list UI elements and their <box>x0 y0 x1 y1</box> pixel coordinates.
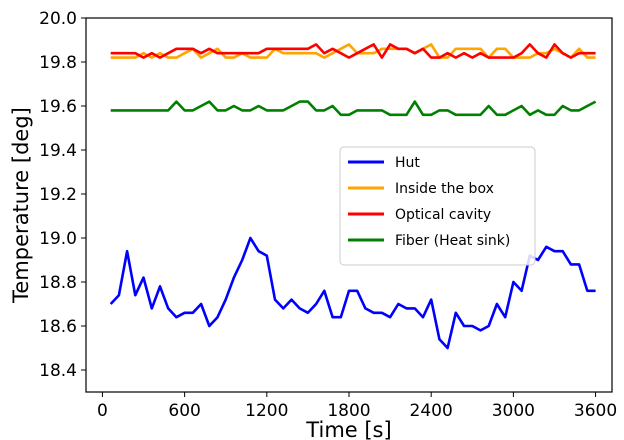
y-tick-label: 19.6 <box>39 97 77 117</box>
series-line-3 <box>110 100 597 117</box>
series-line-2 <box>110 43 596 59</box>
x-axis-ticks: 0 600 1200 1800 2400 3000 3600 <box>97 392 617 421</box>
plot-lines <box>109 43 597 350</box>
legend-label-2: Optical cavity <box>395 207 491 223</box>
x-tick-label: 0 <box>97 401 108 421</box>
y-tick-label: 19.8 <box>39 53 77 73</box>
x-tick-label: 600 <box>168 401 200 421</box>
legend-label-0: Hut <box>395 155 420 171</box>
y-tick-label: 19.4 <box>39 141 77 161</box>
series-line-0 <box>109 236 596 350</box>
legend-label-1: Inside the box <box>395 181 494 197</box>
x-tick-label: 2400 <box>410 401 453 421</box>
y-tick-label: 19.0 <box>39 229 77 249</box>
x-tick-label: 1200 <box>245 401 288 421</box>
y-tick-label: 19.2 <box>39 185 77 205</box>
x-axis-label: Time [s] <box>305 418 391 440</box>
x-tick-label: 3600 <box>574 401 617 421</box>
legend-label-3: Fiber (Heat sink) <box>395 233 510 249</box>
y-tick-label: 18.8 <box>39 273 77 293</box>
y-tick-label: 20.0 <box>39 9 77 29</box>
y-tick-label: 18.6 <box>39 317 77 337</box>
y-tick-label: 18.4 <box>39 361 77 381</box>
x-tick-label: 1800 <box>327 401 370 421</box>
x-tick-label: 3000 <box>492 401 535 421</box>
y-axis-label: Temperature [deg] <box>9 107 33 304</box>
legend: Hut Inside the box Optical cavity Fiber (He… <box>339 146 536 266</box>
y-axis-ticks: 18.4 18.6 18.8 19.0 19.2 19.4 19.6 19.8 20.0 <box>39 9 86 381</box>
legend-box <box>339 146 536 266</box>
